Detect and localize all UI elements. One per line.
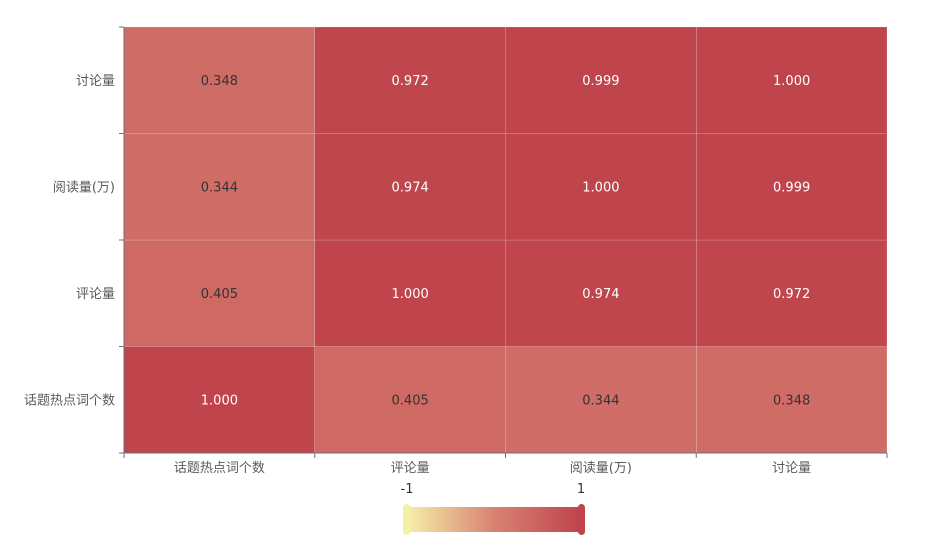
heatmap-cell[interactable] <box>123 239 315 347</box>
heatmap-cell[interactable] <box>123 346 315 454</box>
heatmap-cell-value-label: 0.974 <box>582 287 619 302</box>
heatmap-cell[interactable] <box>314 239 506 347</box>
x-axis-tick-label: 评论量 <box>391 461 430 476</box>
heatmap-cell-value-label: 0.405 <box>201 287 238 302</box>
heatmap-cell[interactable] <box>696 239 888 347</box>
visual-map-min-handle[interactable] <box>403 504 410 535</box>
heatmap-cell[interactable] <box>505 26 697 134</box>
y-axis-tick-label: 阅读量(万) <box>53 180 115 195</box>
x-axis-tick-label: 话题热点词个数 <box>174 461 265 476</box>
visual-map[interactable]: -1 1 <box>401 482 586 535</box>
heatmap-cell-value-label: 0.972 <box>773 287 810 302</box>
heatmap-cell-value-label: 0.974 <box>392 180 429 195</box>
y-axis-tick-label: 评论量 <box>76 287 115 302</box>
heatmap-cell[interactable] <box>314 26 506 134</box>
heatmap-cell-value-label: 1.000 <box>201 393 238 408</box>
heatmap-cell-value-label: 0.999 <box>582 74 619 89</box>
heatmap-cell[interactable] <box>696 133 888 241</box>
heatmap-cell[interactable] <box>314 346 506 454</box>
heatmap-cell-value-label: 0.348 <box>201 74 238 89</box>
axis-ticks <box>119 26 888 458</box>
heatmap-cell-value-label: 0.344 <box>582 393 619 408</box>
heatmap-cell[interactable] <box>123 26 315 134</box>
heatmap-cell-value-label: 1.000 <box>773 74 810 89</box>
heatmap-cells: 1.000 0.405 0.344 0.348 0.405 1.000 0.974 0.972… <box>123 26 888 454</box>
y-axis-tick-label: 讨论量 <box>76 74 115 89</box>
y-axis-labels: 话题热点词个数 评论量 阅读量(万) 讨论量 <box>24 74 115 409</box>
heatmap-cell[interactable] <box>696 346 888 454</box>
heatmap-cell-value-label: 0.972 <box>392 74 429 89</box>
visual-map-max-handle[interactable] <box>578 504 585 535</box>
heatmap-cell-value-label: 0.999 <box>773 180 810 195</box>
y-axis-tick-label: 话题热点词个数 <box>24 393 115 408</box>
visual-map-max-label: 1 <box>577 482 585 497</box>
visual-map-min-label: -1 <box>401 482 414 497</box>
x-axis-tick-label: 阅读量(万) <box>570 461 632 476</box>
heatmap-cell-value-label: 1.000 <box>582 180 619 195</box>
heatmap-cell-value-label: 0.348 <box>773 393 810 408</box>
heatmap-cell[interactable] <box>696 26 888 134</box>
heatmap-cell-value-label: 0.405 <box>392 393 429 408</box>
heatmap-cell-value-label: 0.344 <box>201 180 238 195</box>
visual-map-gradient-bar <box>407 507 581 532</box>
x-axis-tick-label: 讨论量 <box>772 461 811 476</box>
x-axis-labels: 话题热点词个数 评论量 阅读量(万) 讨论量 <box>174 461 811 476</box>
heatmap-cell-value-label: 1.000 <box>392 287 429 302</box>
heatmap-cell[interactable] <box>505 239 697 347</box>
heatmap-cell[interactable] <box>314 133 506 241</box>
